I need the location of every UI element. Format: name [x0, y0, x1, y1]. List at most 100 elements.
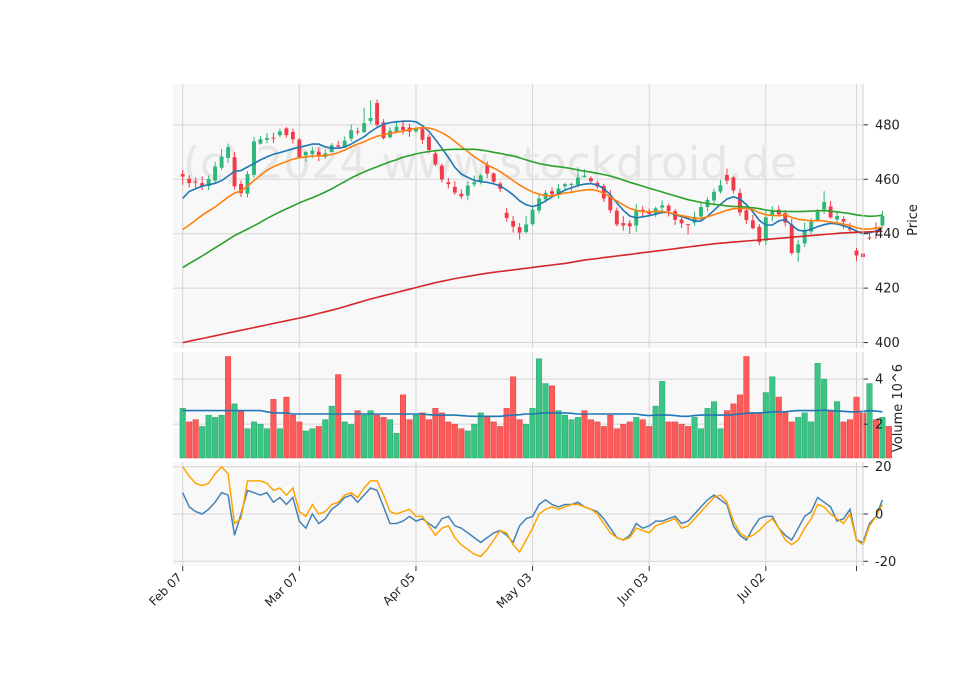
ma-line [182, 126, 883, 231]
candle-body [219, 156, 224, 168]
volume-bar [302, 430, 309, 459]
candle-body [504, 212, 509, 218]
candle-body [284, 128, 289, 136]
volume-bar [477, 412, 484, 459]
volume-bar [840, 421, 847, 459]
candle-body [731, 177, 736, 191]
candle-body [310, 150, 315, 155]
volume-bar [529, 408, 536, 459]
volume-bar [276, 428, 283, 459]
candle-body [303, 152, 308, 156]
candle-body [608, 195, 613, 211]
volume-bar [646, 426, 653, 459]
x-tick-label: Apr 05 [380, 570, 418, 608]
candle-body [200, 183, 205, 187]
candle-body [627, 223, 632, 227]
candle-body [725, 174, 729, 181]
volume-bar [212, 417, 219, 459]
volume-bar [419, 412, 426, 459]
volume-bar [620, 423, 627, 459]
volume-bar [665, 421, 672, 459]
candle-body [452, 186, 457, 193]
candle-body [368, 118, 373, 122]
volume-y-tick-label: 4 [875, 373, 883, 388]
volume-bar [782, 412, 789, 459]
volume-bar [503, 408, 510, 459]
candle-body [213, 166, 218, 181]
candle-body [530, 209, 535, 225]
candle-body [660, 205, 665, 208]
volume-bar [762, 392, 769, 459]
volume-bar [834, 401, 841, 459]
volume-bar [451, 423, 458, 459]
candle-body [349, 130, 354, 139]
volume-bar [652, 405, 659, 459]
volume-bar [218, 414, 225, 459]
volume-bar [536, 358, 543, 459]
candle-body [563, 184, 567, 187]
volume-bar [613, 428, 620, 459]
x-tick-label: May 03 [494, 570, 535, 611]
volume-bar [425, 419, 432, 459]
volume-bar [594, 421, 601, 459]
candle-body [362, 123, 367, 133]
candle-body [342, 140, 347, 147]
candle-body [316, 151, 321, 157]
candle-body [485, 165, 490, 174]
volume-bar [685, 426, 692, 459]
volume-bar [361, 414, 368, 459]
candle-body [699, 207, 703, 217]
x-tick-label: Feb 07 [146, 570, 184, 608]
candle-body [750, 220, 755, 229]
candle-body [297, 139, 302, 158]
volume-bar [574, 417, 581, 459]
volume-bar [490, 421, 497, 459]
candle-body [252, 141, 256, 175]
volume-bar [257, 423, 264, 459]
candle-body [524, 224, 529, 233]
volume-bar [387, 419, 394, 459]
volume-bar [626, 421, 633, 459]
volume-bar [749, 412, 756, 459]
candle-body [867, 237, 872, 239]
volume-bar [399, 394, 407, 459]
volume-bar [542, 383, 549, 459]
volume-bar [497, 426, 504, 459]
price-y-tick-label: 480 [875, 118, 900, 133]
candle-body [381, 122, 386, 139]
volume-bar [380, 417, 387, 459]
candle-body [420, 128, 425, 140]
volume-bar [885, 426, 892, 459]
volume-bar [406, 419, 413, 459]
volume-bar [723, 410, 730, 459]
candle-body [472, 182, 477, 185]
candle-body [582, 175, 587, 177]
candle-body [815, 211, 820, 222]
volume-bar [600, 426, 607, 459]
candle-body [783, 213, 788, 223]
candle-body [789, 224, 794, 254]
x-tick-label: Jul 02 [734, 570, 768, 604]
volume-bar [186, 421, 193, 459]
volume-bar [328, 405, 335, 459]
volume-moving-average [182, 409, 883, 418]
oscillator-lines [182, 465, 884, 558]
volume-bar [458, 428, 465, 459]
price-y-tick-label: 460 [875, 173, 900, 188]
volume-bar [587, 419, 594, 459]
candle-body [433, 153, 438, 165]
candle-body [575, 177, 580, 185]
candle-body [809, 221, 814, 232]
price-panel-bg [173, 84, 863, 348]
candle-body [180, 174, 185, 177]
candle-body [880, 216, 885, 226]
volume-bar [672, 421, 679, 459]
volume-bar [756, 412, 763, 459]
volume-bar [445, 421, 452, 459]
volume-bar [788, 421, 795, 459]
volume-bar [341, 421, 348, 459]
price-y-tick-label: 420 [875, 282, 900, 297]
volume-bar [808, 421, 815, 459]
candle-body [290, 131, 295, 140]
volume-bar [225, 356, 232, 459]
